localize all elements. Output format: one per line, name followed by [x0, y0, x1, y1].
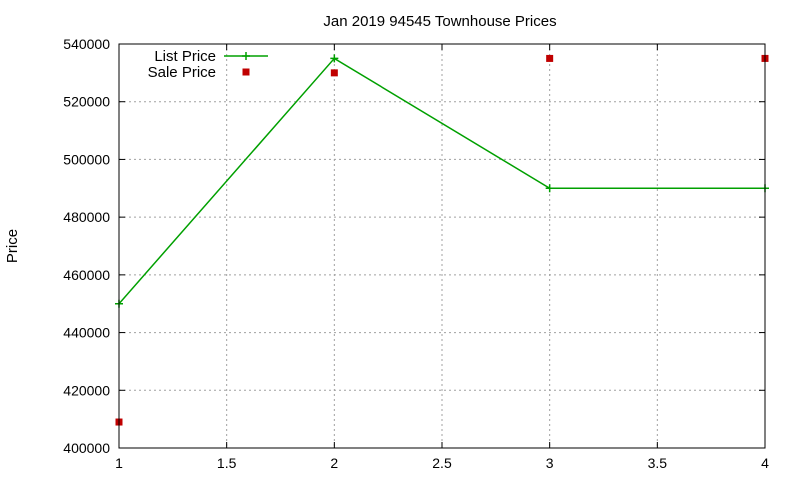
x-tick-label: 2 — [330, 455, 338, 471]
x-tick-label: 4 — [761, 455, 769, 471]
x-tick-label: 3.5 — [648, 455, 668, 471]
y-tick-label: 400000 — [63, 440, 110, 456]
legend-marker-sample — [242, 52, 250, 60]
data-point — [545, 184, 554, 193]
y-tick-label: 480000 — [63, 209, 110, 225]
data-point — [330, 54, 339, 63]
legend-label: List Price — [154, 48, 216, 65]
x-tick-label: 1 — [115, 455, 123, 471]
y-tick-label: 540000 — [63, 36, 110, 52]
x-tick-label: 3 — [546, 455, 554, 471]
y-tick-label: 440000 — [63, 325, 110, 341]
data-point — [546, 54, 554, 62]
series-line — [118, 57, 765, 305]
plot-frame — [118, 43, 766, 449]
grid-lines — [119, 44, 765, 448]
y-tick-label: 460000 — [63, 267, 110, 283]
y-tick-label: 500000 — [63, 151, 110, 167]
x-tick-label: 2.5 — [432, 455, 452, 471]
data-point — [330, 69, 338, 77]
y-tick-label: 520000 — [63, 94, 110, 110]
y-tick-label: 420000 — [63, 382, 110, 398]
legend-marker-sample — [242, 68, 250, 76]
x-tick-label: 1.5 — [217, 455, 237, 471]
chart-title: Jan 2019 94545 Townhouse Prices — [323, 13, 556, 30]
legend-label: Sale Price — [148, 64, 216, 81]
y-axis-label: Price — [4, 229, 21, 263]
